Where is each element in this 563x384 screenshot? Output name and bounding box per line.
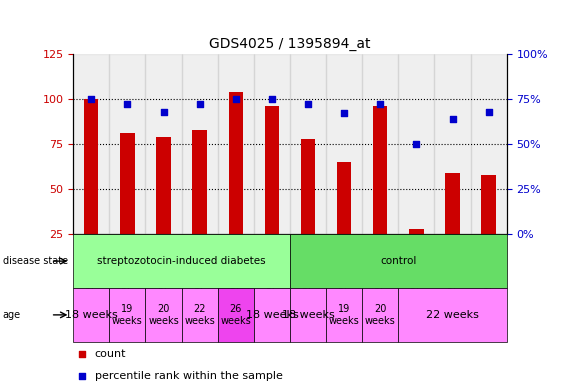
Bar — [326, 288, 362, 342]
Point — [484, 108, 493, 114]
Bar — [181, 288, 218, 342]
Bar — [290, 234, 507, 288]
Point — [448, 116, 457, 122]
Text: disease state: disease state — [3, 256, 68, 266]
Point — [77, 372, 86, 379]
Bar — [301, 139, 315, 234]
Text: 18 weeks: 18 weeks — [245, 310, 298, 320]
Bar — [435, 54, 471, 234]
Bar — [157, 137, 171, 234]
Bar — [326, 54, 362, 234]
Bar — [409, 229, 423, 234]
Text: 19
weeks: 19 weeks — [112, 304, 143, 326]
Bar — [362, 288, 399, 342]
Bar — [290, 54, 326, 234]
Text: 18 weeks: 18 weeks — [282, 310, 334, 320]
Text: 26
weeks: 26 weeks — [220, 304, 251, 326]
Point — [339, 110, 348, 116]
Point — [267, 96, 276, 102]
Text: control: control — [380, 256, 417, 266]
Bar — [290, 288, 326, 342]
Bar — [254, 54, 290, 234]
Title: GDS4025 / 1395894_at: GDS4025 / 1395894_at — [209, 37, 370, 51]
Bar — [120, 133, 135, 234]
Bar — [471, 54, 507, 234]
Point — [77, 351, 86, 357]
Bar — [73, 54, 109, 234]
Bar — [362, 54, 399, 234]
Bar — [481, 175, 496, 234]
Text: age: age — [3, 310, 21, 320]
Bar — [445, 173, 460, 234]
Bar — [73, 234, 290, 288]
Bar — [399, 54, 435, 234]
Point — [159, 108, 168, 114]
Bar — [193, 129, 207, 234]
Bar — [145, 54, 181, 234]
Point — [195, 101, 204, 108]
Point — [376, 101, 385, 108]
Bar — [373, 106, 387, 234]
Text: 22
weeks: 22 weeks — [184, 304, 215, 326]
Bar — [265, 106, 279, 234]
Point — [123, 101, 132, 108]
Bar — [399, 288, 507, 342]
Text: 22 weeks: 22 weeks — [426, 310, 479, 320]
Bar — [109, 288, 145, 342]
Bar — [337, 162, 351, 234]
Bar — [145, 288, 181, 342]
Bar — [218, 288, 254, 342]
Text: 20
weeks: 20 weeks — [365, 304, 396, 326]
Point — [303, 101, 312, 108]
Bar — [254, 288, 290, 342]
Text: percentile rank within the sample: percentile rank within the sample — [95, 371, 283, 381]
Bar — [218, 54, 254, 234]
Text: streptozotocin-induced diabetes: streptozotocin-induced diabetes — [97, 256, 266, 266]
Text: 20
weeks: 20 weeks — [148, 304, 179, 326]
Bar — [73, 288, 109, 342]
Point — [231, 96, 240, 102]
Bar — [181, 54, 218, 234]
Point — [87, 96, 96, 102]
Text: count: count — [95, 349, 126, 359]
Bar — [229, 92, 243, 234]
Bar — [109, 54, 145, 234]
Point — [412, 141, 421, 147]
Text: 18 weeks: 18 weeks — [65, 310, 118, 320]
Text: 19
weeks: 19 weeks — [329, 304, 360, 326]
Bar — [84, 99, 99, 234]
